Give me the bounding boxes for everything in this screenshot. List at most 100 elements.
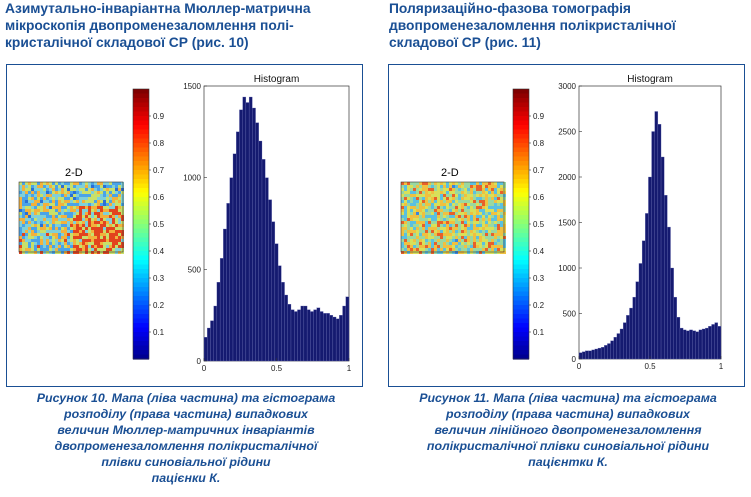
histogram-bar: [287, 304, 292, 362]
histogram-bar: [600, 347, 605, 360]
y-tick-label: 500: [188, 265, 202, 274]
histogram-bar: [594, 348, 599, 360]
y-tick-label: 0: [197, 357, 202, 366]
colorbar-tick-label: 0.9: [153, 112, 165, 121]
histogram-bar: [670, 267, 674, 360]
histogram-bar: [326, 313, 330, 362]
histogram-bar: [591, 349, 595, 360]
colorbar-tick-label: 0.1: [153, 328, 165, 337]
figure-10-panel: 2-D 0.1 0.2 0.3 0.4 0.5 0.6 0.7 0.8 0.9 Histogra…: [6, 64, 363, 387]
histogram-bar: [664, 195, 668, 360]
histogram-bar: [701, 328, 706, 360]
histogram-bar: [281, 282, 285, 362]
histogram-bar: [306, 309, 311, 362]
colorbar-tick-label: 0.3: [153, 274, 165, 283]
histogram-bar: [332, 316, 337, 362]
histogram-bar: [335, 318, 340, 362]
histogram-bar: [708, 326, 712, 360]
x-tick-label: 0.5: [644, 362, 656, 371]
histogram-bar: [654, 111, 659, 360]
histogram-bar: [213, 305, 218, 362]
histogram-bar: [679, 327, 684, 360]
colorbar-tick-label: 0.4: [533, 247, 545, 256]
histogram-bar: [271, 221, 276, 362]
histogram-bar: [717, 326, 722, 360]
left-heading: Азимутально-інваріантна Мюллер-матрична …: [5, 1, 311, 50]
y-tick-label: 1500: [183, 82, 201, 91]
histogram-bar: [323, 313, 327, 362]
y-tick-label: 2500: [558, 128, 576, 137]
histogram-bar: [698, 329, 703, 360]
histogram-title: Histogram: [627, 74, 673, 85]
colorbar: 0.1 0.2 0.3 0.4 0.5 0.6 0.7 0.8 0.9: [132, 88, 165, 360]
x-tick-label: 1: [719, 362, 724, 371]
colorbar-tick-label: 0.3: [533, 274, 545, 283]
figure-11-panel: 2-D 0.1 0.2 0.3 0.4 0.5 0.6 0.7 0.8 0.9 Histogra…: [388, 64, 745, 387]
histogram-bar: [619, 328, 624, 360]
histogram-bar: [265, 177, 269, 362]
histogram-bar: [229, 177, 234, 362]
histogram-bar: [274, 243, 279, 362]
histogram: Histogram 0 500 1000 1500 2000 2500 3000 0 0.5 1: [558, 74, 724, 371]
histogram-bar: [248, 96, 253, 362]
histogram-bar: [216, 282, 221, 362]
map-frame: [18, 181, 124, 253]
colorbar-tick-label: 0.9: [533, 112, 545, 121]
histogram-bar: [207, 327, 211, 362]
histogram-bar: [641, 240, 646, 360]
histogram-bar: [277, 265, 282, 362]
colorbar-tick-label: 0.5: [153, 220, 165, 229]
histogram-bar: [613, 337, 618, 360]
histogram-bar: [660, 156, 665, 360]
histogram-bar: [255, 122, 259, 362]
histogram-bar: [588, 350, 592, 360]
histogram-bar: [604, 345, 608, 360]
histogram-bar: [645, 213, 649, 360]
histogram-bar: [676, 316, 681, 360]
histogram-bar: [210, 320, 214, 362]
histogram-bar: [610, 340, 614, 360]
histogram-bar: [711, 324, 715, 360]
histogram-bar: [223, 228, 227, 362]
histogram-bar: [585, 350, 589, 360]
histogram-bar: [342, 305, 346, 362]
histogram-bar: [232, 153, 237, 362]
x-tick-label: 0.5: [271, 364, 283, 373]
histogram-bar: [300, 305, 305, 362]
histogram-bar: [673, 296, 677, 360]
histogram-title: Histogram: [254, 74, 300, 85]
y-tick-label: 3000: [558, 82, 576, 91]
x-tick-label: 1: [347, 364, 352, 373]
figure-11: 2-D 0.1 0.2 0.3 0.4 0.5 0.6 0.7 0.8 0.9 Histogra…: [400, 74, 724, 371]
histogram-bar: [239, 109, 243, 362]
map-label: 2-D: [65, 167, 83, 179]
histogram-bar: [689, 329, 693, 360]
y-tick-label: 500: [563, 310, 577, 319]
histogram-bar: [313, 309, 317, 362]
histogram-bar: [236, 131, 240, 362]
histogram-bar: [345, 296, 350, 362]
histogram-bar: [667, 226, 671, 360]
histogram-bar: [582, 351, 586, 360]
histogram: Histogram 0 500 1000 1500 0 0.5 1: [183, 74, 352, 373]
histogram-bar: [319, 311, 324, 362]
histogram-bar: [297, 309, 301, 362]
x-tick-label: 0: [202, 364, 207, 373]
colorbar-tick-label: 0.4: [153, 247, 165, 256]
histogram-bar: [339, 315, 343, 362]
right-heading: Поляризаційно-фазова томографія двопроме…: [389, 1, 676, 50]
colorbar-tick-label: 0.6: [533, 193, 545, 202]
histogram-bar: [692, 330, 696, 360]
histogram-bar: [316, 307, 321, 362]
colorbar-tick-label: 0.8: [533, 139, 545, 148]
histogram-bar: [616, 333, 621, 360]
y-tick-label: 2000: [558, 173, 576, 182]
histogram-bar: [648, 176, 652, 360]
histogram-bar: [226, 203, 230, 362]
histogram-bar: [607, 343, 611, 360]
histogram-bar: [261, 159, 266, 362]
histogram-bar: [310, 311, 314, 362]
map-frame: [400, 181, 505, 253]
histogram-bar: [242, 96, 247, 362]
y-tick-label: 1000: [183, 174, 201, 183]
